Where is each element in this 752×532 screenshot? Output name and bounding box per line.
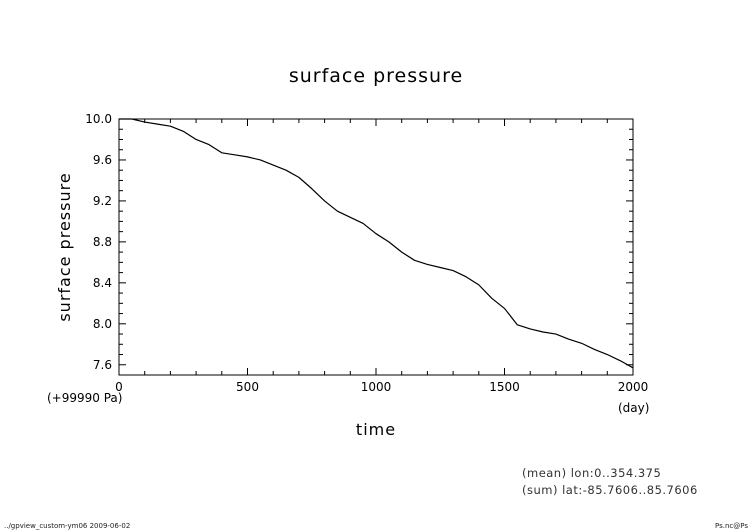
footer-left-text: ../gpview_custom-ym06 2009-06-02 xyxy=(4,522,130,530)
y-axis-unit: (+99990 Pa) xyxy=(47,391,122,405)
x-tick-label: 2000 xyxy=(618,380,649,394)
sum-annotation: (sum) lat:-85.7606..85.7606 xyxy=(522,483,698,497)
chart-title: surface pressure xyxy=(289,65,463,87)
footer-right-text: Ps.nc@Ps xyxy=(715,522,748,530)
plot-frame xyxy=(118,118,634,376)
x-axis-ticks xyxy=(118,119,634,375)
series-line xyxy=(119,118,634,369)
x-axis-title: time xyxy=(356,420,396,439)
y-tick-label: 10.0 xyxy=(85,112,112,126)
mean-annotation: (mean) lon:0..354.375 xyxy=(522,466,661,480)
y-axis-tick-labels: 7.6 8.0 8.4 8.8 9.2 9.6 10.0 xyxy=(85,112,112,372)
y-tick-label: 8.8 xyxy=(93,235,112,249)
x-tick-label: 1000 xyxy=(361,380,392,394)
y-tick-label: 7.6 xyxy=(93,358,112,372)
x-tick-label: 0 xyxy=(115,380,123,394)
y-tick-label: 8.0 xyxy=(93,317,112,331)
x-tick-label: 500 xyxy=(236,380,259,394)
x-axis-tick-labels: 0 500 1000 1500 2000 xyxy=(115,380,648,394)
x-tick-label: 1500 xyxy=(489,380,520,394)
x-axis-unit: (day) xyxy=(618,401,649,415)
y-tick-label: 8.4 xyxy=(93,276,112,290)
y-tick-label: 9.6 xyxy=(93,153,112,167)
y-axis-title: surface pressure xyxy=(55,172,74,321)
y-axis-ticks xyxy=(119,118,633,376)
y-tick-label: 9.2 xyxy=(93,194,112,208)
